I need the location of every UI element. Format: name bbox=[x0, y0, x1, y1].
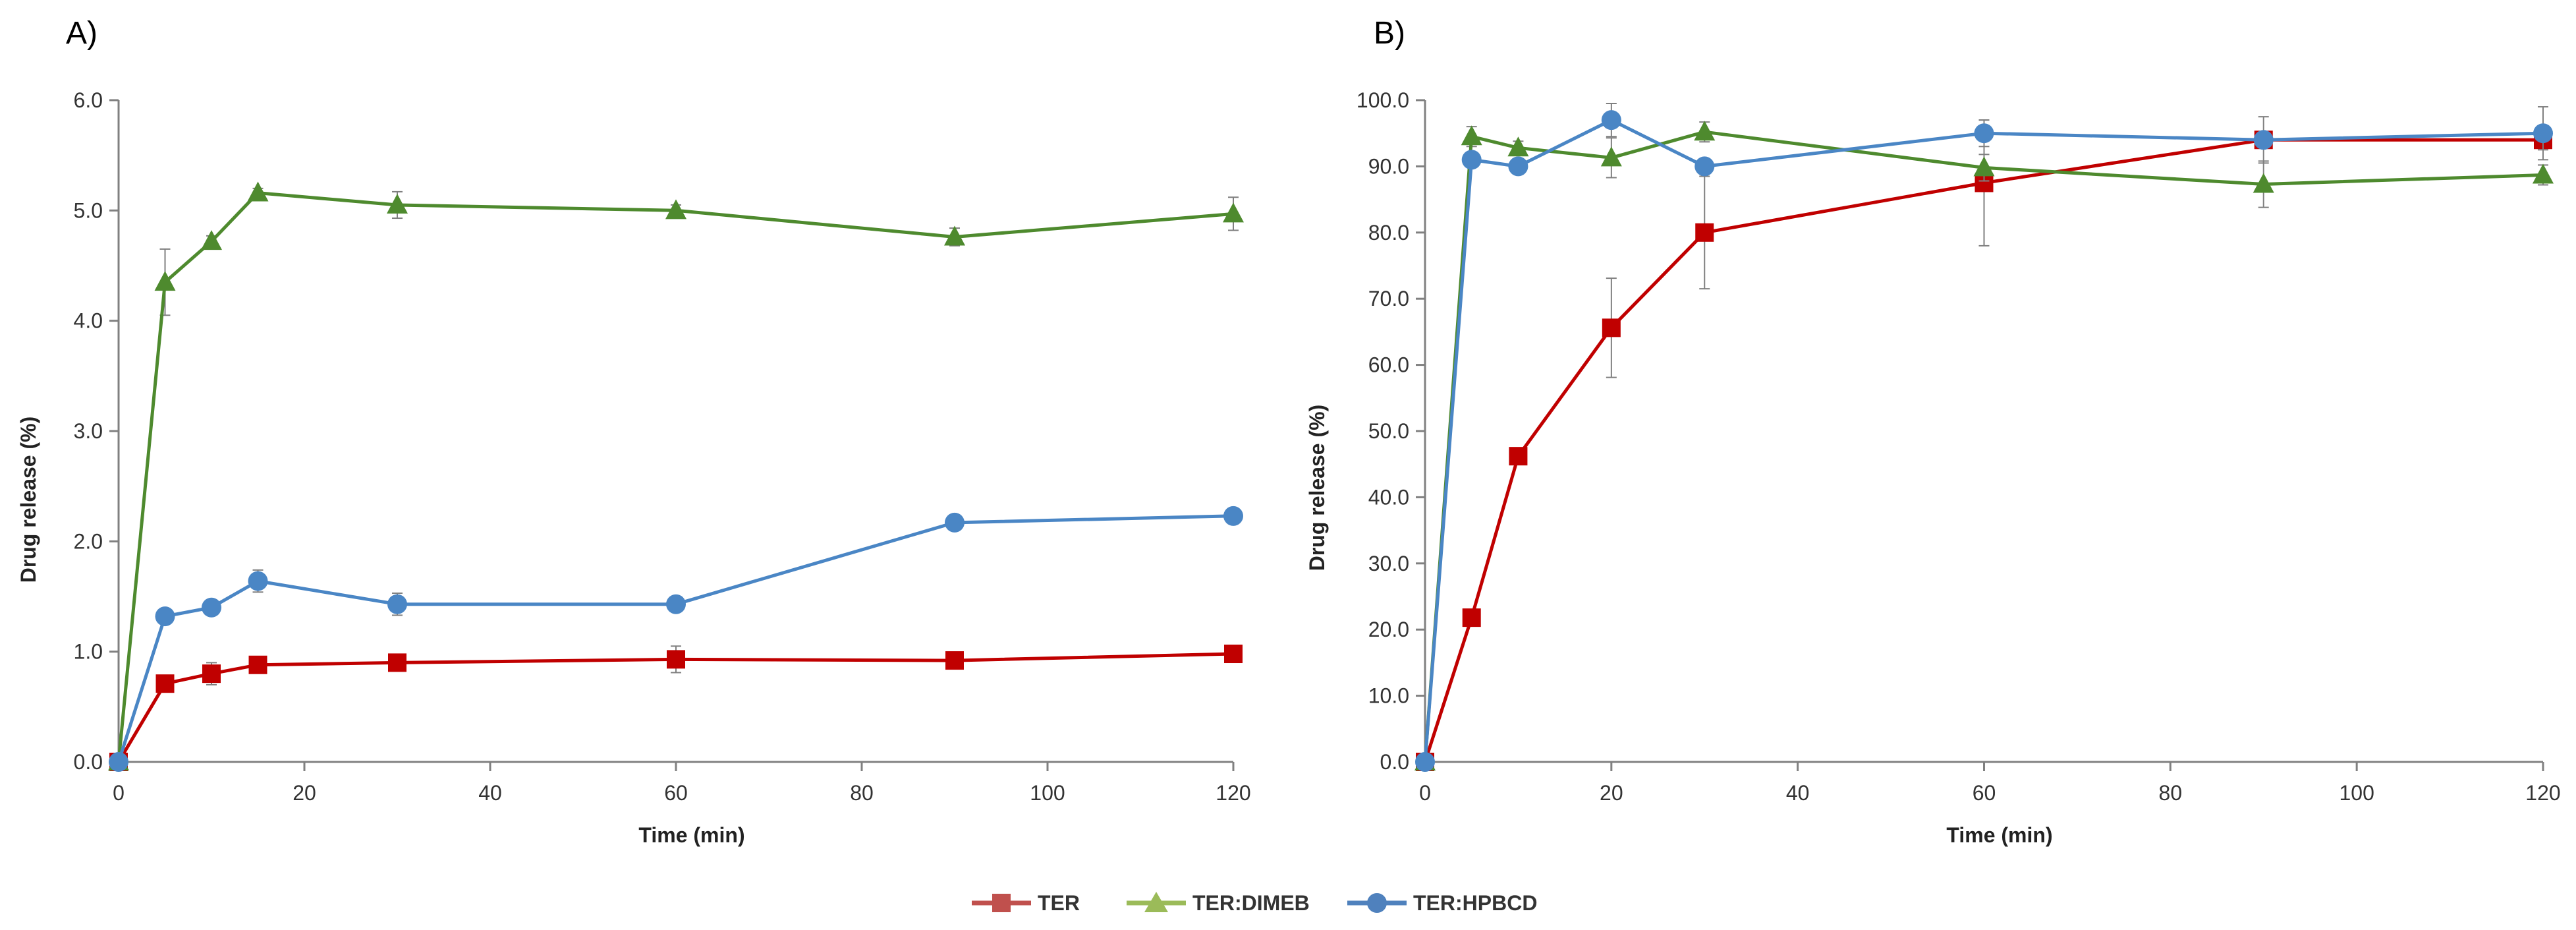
chart-a-x-tick-label: 40 bbox=[478, 781, 502, 805]
chart-a-point-ter-hpbcd bbox=[155, 606, 175, 627]
chart-b-point-ter-dimeb bbox=[2533, 163, 2554, 184]
panel-label-a: A) bbox=[66, 16, 98, 51]
chart-b-x-tick-label: 40 bbox=[1786, 781, 1810, 805]
chart-a-y-tick-label: 3.0 bbox=[74, 419, 103, 443]
chart-a-point-ter bbox=[388, 653, 406, 672]
chart-b-series-ter-hpbcd bbox=[1415, 103, 2553, 772]
chart-b-y-tick-label: 30.0 bbox=[1368, 552, 1409, 575]
chart-a: A) 0.01.02.03.04.05.06.00 20 40 60 80 100 120 … bbox=[16, 16, 1251, 847]
legend-item-ter: TER bbox=[972, 891, 1080, 915]
chart-b-point-ter-hpbcd bbox=[1508, 156, 1528, 177]
legend-ter-dimeb-label: TER:DIMEB bbox=[1192, 891, 1310, 915]
chart-b-point-ter-dimeb bbox=[1694, 121, 1716, 141]
chart-b-y-tick-label: 80.0 bbox=[1368, 221, 1409, 245]
chart-a-point-ter-dimeb bbox=[201, 230, 222, 250]
chart-b-plot: 0.0 10.0 20.0 30.0 40.0 50.0 60.0 70.0 80.0 90.0 1… bbox=[1357, 88, 2561, 805]
chart-a-series-line-ter-dimeb bbox=[117, 191, 1234, 763]
chart-a-point-ter bbox=[1224, 645, 1243, 664]
chart-b-y-tick-label: 60.0 bbox=[1368, 353, 1409, 377]
chart-a-x-tick-label: 20 bbox=[293, 781, 316, 805]
chart-a-y-tick-label: 1.0 bbox=[74, 640, 103, 664]
chart-b: B) 0.0 10.0 20.0 30.0 40.0 50.0 60.0 70.0 80.0 90… bbox=[1305, 16, 2561, 847]
chart-a-series-ter-hpbcd bbox=[109, 506, 1243, 772]
chart-b-y-tick-label: 20.0 bbox=[1368, 618, 1409, 641]
chart-a-point-ter bbox=[667, 650, 685, 669]
chart-a-point-ter-hpbcd bbox=[387, 594, 407, 614]
legend-item-ter-dimeb: TER:DIMEB bbox=[1127, 891, 1310, 915]
chart-b-x-tick-label: 120 bbox=[2525, 781, 2560, 805]
chart-b-x-tick-label: 100 bbox=[2339, 781, 2374, 805]
chart-b-point-ter-hpbcd bbox=[2533, 123, 2553, 144]
chart-b-y-tick-label: 40.0 bbox=[1368, 485, 1409, 509]
chart-b-point-ter bbox=[1602, 318, 1621, 337]
chart-b-y-tick-label: 50.0 bbox=[1368, 419, 1409, 443]
chart-a-point-ter bbox=[248, 655, 267, 674]
chart-b-ylabel: Drug release (%) bbox=[1305, 405, 1329, 571]
chart-a-y-tick-label: 0.0 bbox=[74, 750, 103, 774]
legend-ter-hpbcd-label: TER:HPBCD bbox=[1413, 891, 1537, 915]
chart-b-point-ter bbox=[1509, 447, 1528, 466]
chart-b-x-tick-label: 0 bbox=[1419, 781, 1431, 805]
legend-item-ter-hpbcd: TER:HPBCD bbox=[1347, 891, 1537, 915]
panel-label-b: B) bbox=[1374, 16, 1405, 51]
chart-a-point-ter-hpbcd bbox=[202, 597, 221, 618]
chart-b-series-line-ter bbox=[1423, 138, 2543, 763]
chart-a-plot: 0.0 1.0 2.0 3.0 4.0 5.0 6.0 0 20 40 60 80 100 120 bbox=[74, 88, 1251, 805]
chart-a-point-ter-dimeb bbox=[1223, 202, 1244, 223]
chart-a-x-tick-label: 80 bbox=[850, 781, 874, 805]
chart-a-ylabel: Drug release (%) bbox=[16, 417, 40, 583]
chart-a-point-ter-dimeb bbox=[154, 271, 176, 291]
legend-ter-label: TER bbox=[1038, 891, 1080, 915]
legend-ter-marker bbox=[992, 894, 1011, 912]
chart-b-point-ter-dimeb bbox=[1600, 146, 1622, 167]
chart-b-point-ter-hpbcd bbox=[1415, 752, 1435, 772]
chart-b-y-tick-label: 70.0 bbox=[1368, 287, 1409, 310]
chart-a-y-tick-label: 6.0 bbox=[74, 88, 103, 112]
chart-a-point-ter-dimeb bbox=[387, 193, 408, 214]
chart-a-xlabel: Time (min) bbox=[638, 823, 744, 847]
chart-b-point-ter-hpbcd bbox=[2253, 130, 2274, 150]
chart-b-point-ter-hpbcd bbox=[1974, 123, 1994, 144]
chart-b-point-ter bbox=[1462, 608, 1481, 627]
chart-a-point-ter-dimeb bbox=[247, 181, 269, 202]
chart-b-x-tick-label: 80 bbox=[2159, 781, 2183, 805]
chart-a-point-ter-hpbcd bbox=[666, 594, 686, 614]
chart-b-x-tick-label: 20 bbox=[1600, 781, 1623, 805]
chart-b-point-ter-hpbcd bbox=[1694, 156, 1715, 177]
chart-b-point-ter-dimeb bbox=[1461, 125, 1482, 146]
chart-b-y-tick-label: 100.0 bbox=[1357, 88, 1409, 112]
chart-a-y-tick-label: 2.0 bbox=[74, 529, 103, 553]
chart-b-point-ter bbox=[1695, 223, 1714, 242]
chart-a-x-tick-label: 0 bbox=[113, 781, 125, 805]
chart-a-point-ter-dimeb bbox=[665, 199, 686, 219]
chart-b-x-tick-label: 60 bbox=[1973, 781, 1996, 805]
legend: TER TER:DIMEB TER:HPBCD bbox=[972, 891, 1537, 915]
chart-b-point-ter-hpbcd bbox=[1461, 150, 1482, 170]
chart-a-y-tick-label: 4.0 bbox=[74, 309, 103, 333]
chart-a-point-ter bbox=[155, 674, 175, 693]
chart-b-y-tick-label: 0.0 bbox=[1380, 750, 1409, 774]
chart-a-point-ter-dimeb bbox=[944, 225, 965, 246]
chart-b-y-tick-label: 90.0 bbox=[1368, 154, 1409, 178]
chart-b-xlabel: Time (min) bbox=[1946, 823, 2052, 847]
chart-a-y-tick-label: 5.0 bbox=[74, 198, 103, 222]
chart-a-point-ter-hpbcd bbox=[248, 571, 268, 591]
chart-a-x-tick-label: 120 bbox=[1216, 781, 1250, 805]
chart-a-point-ter-hpbcd bbox=[945, 512, 965, 533]
chart-b-y-tick-label: 10.0 bbox=[1368, 684, 1409, 708]
legend-ter-dimeb-marker bbox=[1144, 892, 1168, 912]
chart-b-point-ter-dimeb bbox=[1507, 136, 1529, 157]
chart-a-x-tick-label: 100 bbox=[1030, 781, 1065, 805]
chart-a-point-ter-hpbcd bbox=[109, 752, 128, 772]
chart-a-x-tick-label: 60 bbox=[664, 781, 688, 805]
chart-a-point-ter bbox=[202, 664, 221, 683]
legend-ter-hpbcd-marker bbox=[1367, 893, 1387, 913]
chart-b-point-ter-dimeb bbox=[1973, 156, 1995, 177]
chart-a-point-ter-hpbcd bbox=[1223, 506, 1243, 526]
chart-b-point-ter-dimeb bbox=[2253, 173, 2274, 193]
chart-b-point-ter-hpbcd bbox=[1601, 110, 1621, 131]
chart-a-point-ter bbox=[945, 651, 964, 670]
